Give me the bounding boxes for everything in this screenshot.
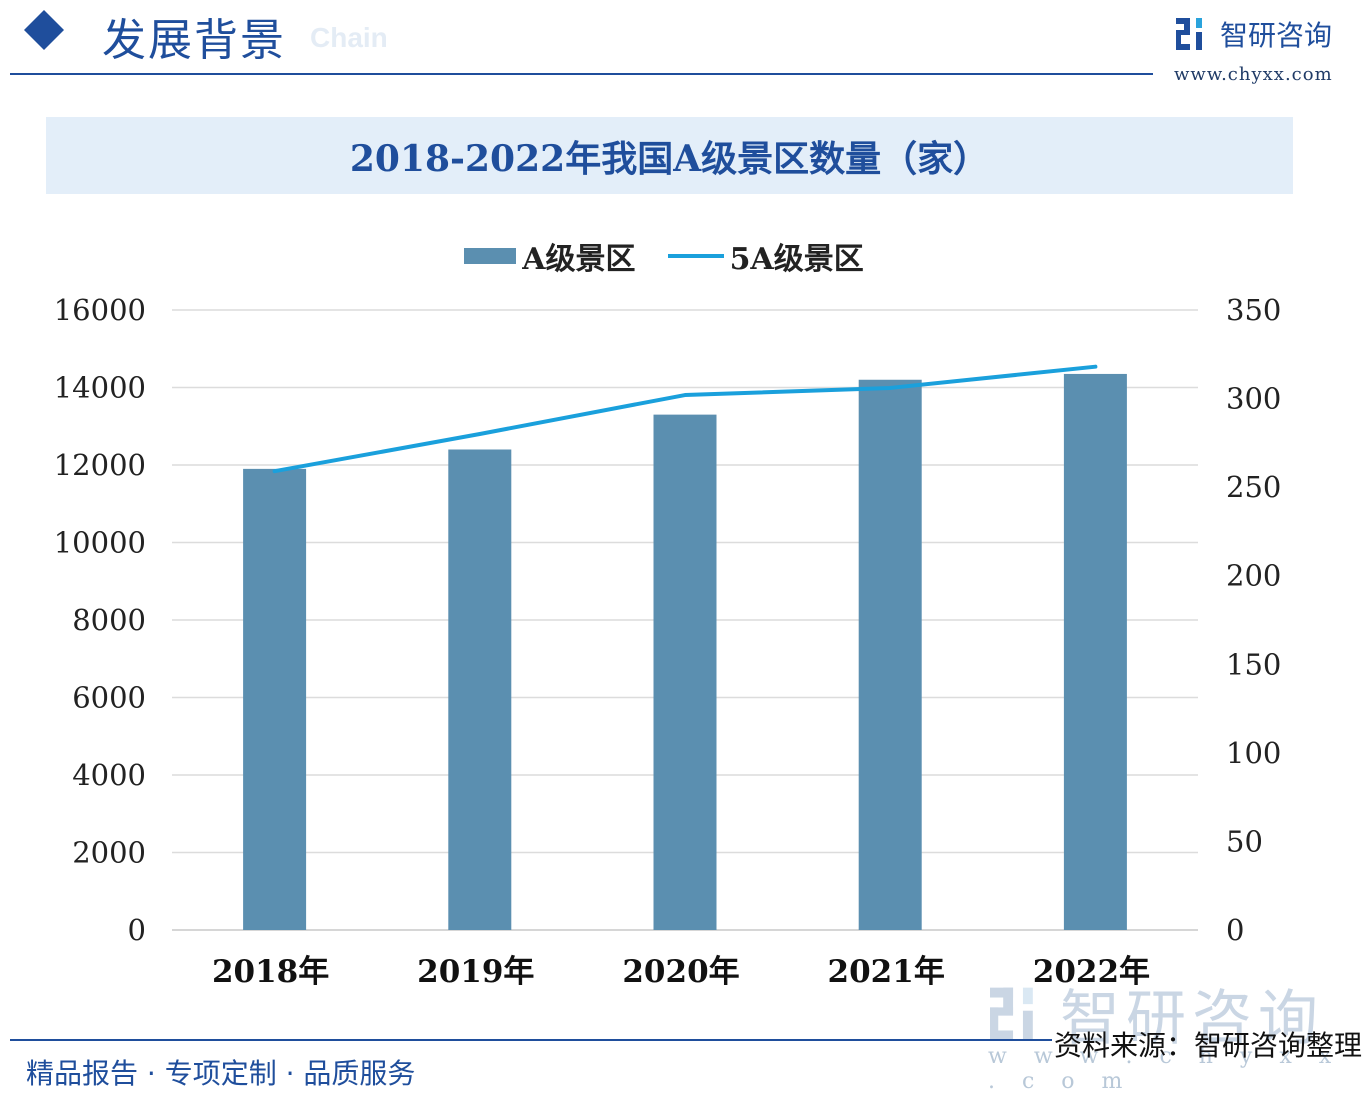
brand-url: www.chyxx.com bbox=[1174, 64, 1333, 85]
brand-name: 智研咨询 bbox=[1220, 19, 1333, 52]
y-left-tick-label: 4000 bbox=[72, 758, 146, 792]
watermark-name: 智研咨询 bbox=[1060, 984, 1324, 1054]
watermark-logo-icon bbox=[990, 987, 1033, 1040]
header-divider bbox=[10, 73, 1153, 75]
footer-slogan: 精品报告 · 专项定制 · 品质服务 bbox=[26, 1057, 416, 1090]
y-left-tick-label: 8000 bbox=[72, 603, 146, 637]
y-left-tick-label: 10000 bbox=[54, 526, 146, 560]
bar bbox=[243, 468, 307, 930]
watermark-url: w w w . c h y x x . c o m bbox=[988, 1044, 1342, 1094]
legend-swatch-line bbox=[667, 254, 724, 258]
chart-legend: A级景区 5A级景区 bbox=[0, 234, 1372, 278]
x-tick-label: 2022年 bbox=[1033, 954, 1150, 990]
chart-title-box: 2018-2022年我国A级景区数量（家） bbox=[46, 117, 1293, 194]
legend-item-bar: A级景区 bbox=[464, 234, 636, 278]
bar bbox=[448, 449, 512, 930]
y-right-tick-label: 350 bbox=[1226, 293, 1281, 327]
legend-item-line: 5A级景区 bbox=[667, 234, 864, 278]
bar bbox=[1063, 373, 1127, 930]
y-left-tick-label: 12000 bbox=[54, 448, 146, 482]
y-left-tick-label: 16000 bbox=[54, 293, 146, 327]
y-left-tick-label: 6000 bbox=[72, 681, 146, 715]
section-title: 发展背景 bbox=[102, 15, 286, 66]
y-right-tick-label: 200 bbox=[1226, 559, 1281, 593]
legend-label-line: 5A级景区 bbox=[729, 242, 864, 277]
diamond-icon bbox=[24, 10, 64, 50]
y-right-tick-label: 150 bbox=[1226, 647, 1281, 681]
y-left-tick-label: 2000 bbox=[72, 836, 146, 870]
footer-divider bbox=[10, 1039, 1052, 1041]
watermark: 智研咨询 bbox=[990, 970, 1324, 1057]
x-tick-label: 2020年 bbox=[622, 954, 739, 990]
data-source: 资料来源：智研咨询整理 bbox=[1054, 1029, 1363, 1062]
y-right-tick-label: 100 bbox=[1226, 736, 1281, 770]
zhiyan-logo-icon bbox=[1176, 18, 1202, 50]
legend-label-bar: A级景区 bbox=[522, 242, 636, 277]
x-tick-label: 2021年 bbox=[828, 954, 945, 990]
y-right-tick-label: 50 bbox=[1226, 824, 1263, 858]
x-tick-label: 2019年 bbox=[417, 954, 534, 990]
bar bbox=[653, 414, 717, 930]
y-right-tick-label: 250 bbox=[1226, 470, 1281, 504]
brand: 智研咨询 bbox=[1176, 14, 1332, 54]
chart-title: 2018-2022年我国A级景区数量（家） bbox=[349, 137, 990, 180]
x-tick-label: 2018年 bbox=[212, 954, 329, 990]
y-left-tick-label: 14000 bbox=[54, 371, 146, 405]
y-right-tick-label: 300 bbox=[1226, 382, 1281, 416]
series-line bbox=[272, 364, 1098, 474]
y-right-tick-label: 0 bbox=[1226, 913, 1244, 947]
legend-swatch-bar bbox=[464, 248, 517, 264]
header-ghost-text: Chain bbox=[310, 22, 388, 53]
y-left-tick-label: 0 bbox=[128, 913, 146, 947]
bar bbox=[858, 379, 922, 930]
